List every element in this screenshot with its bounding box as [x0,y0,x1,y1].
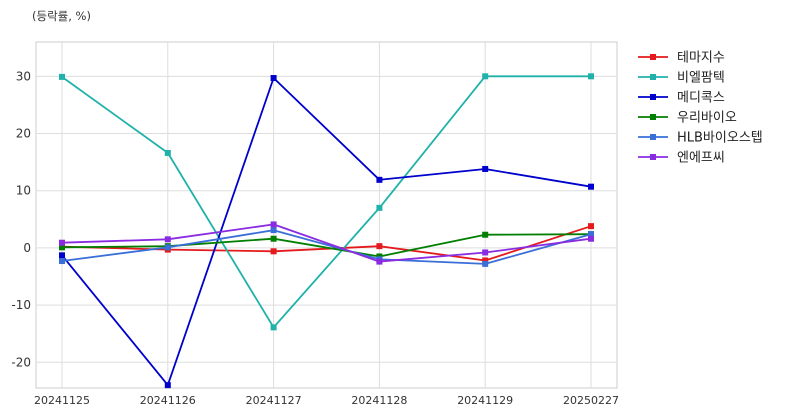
x-tick-label: 20241128 [351,394,407,407]
y-tick-label: 0 [23,241,31,255]
legend-item: 메디콕스 [638,91,725,106]
data-point [59,239,65,246]
data-point [164,149,171,156]
data-point [59,73,65,80]
data-point [59,252,65,259]
unit-label: (등락률, %) [32,9,91,23]
legend-label: 테마지수 [677,51,725,66]
legend-marker [650,134,656,140]
data-point [164,244,171,251]
data-point [588,231,594,238]
legend-label: 비엘팜텍 [677,71,725,86]
data-point [376,243,383,250]
data-point [588,73,594,80]
data-point [376,176,383,183]
legend-label: 우리바이오 [677,111,737,126]
data-point [588,235,594,242]
data-point [270,248,277,255]
data-point [270,235,277,242]
data-point [376,258,383,265]
data-point [482,73,489,80]
y-tick-label: 30 [16,69,31,83]
data-point [270,227,277,234]
data-point [59,244,65,251]
data-point [164,382,171,389]
y-tick-label: 20 [16,127,31,141]
data-point [270,75,277,82]
series-line [61,223,592,263]
legend-marker [650,54,656,60]
series-line [61,233,592,258]
series-line [61,229,592,265]
data-point [588,183,594,190]
data-point [482,165,489,172]
data-point [59,258,65,265]
y-tick-label: -10 [11,298,31,312]
x-axis-tick-labels: 20241125 20241126 20241127 20241128 20241129… [34,394,619,407]
legend-marker [650,154,656,160]
legend-item: 엔에프씨 [638,151,725,166]
data-point [482,249,489,256]
data-point [270,221,277,228]
legend-item: 비엘팜텍 [638,71,725,86]
y-tick-label: -20 [11,355,31,369]
series-lines [59,73,594,389]
legend-label: 메디콕스 [677,91,725,106]
x-tick-label: 20241126 [140,394,196,407]
plot-area [35,41,618,389]
legend-marker [650,114,656,120]
series-line [61,77,592,387]
data-point [482,257,489,264]
data-point [376,204,383,211]
legend-marker [650,94,656,100]
y-axis-tick-labels: -20 -10 0 10 20 30 [11,69,31,369]
x-tick-label: 20241129 [457,394,513,407]
data-point [482,231,489,238]
y-tick-label: 10 [16,184,31,198]
legend-item: 테마지수 [638,51,725,66]
series-3 [59,75,594,389]
x-tick-label: 20250227 [563,394,619,407]
legend-item: HLB바이오스텝 [638,131,763,146]
x-tick-label: 20241127 [246,394,302,407]
data-point [270,324,277,331]
legend-label: 엔에프씨 [677,151,725,166]
data-point [482,260,489,267]
legend-marker [650,74,656,80]
legend-item: 우리바이오 [638,111,737,126]
series-line [61,75,591,329]
series-6 [59,221,594,265]
legend-label: HLB바이오스텝 [677,131,763,146]
x-tick-label: 20241125 [34,394,90,407]
data-point [588,223,594,230]
data-point [164,236,171,243]
series-2 [59,73,594,331]
